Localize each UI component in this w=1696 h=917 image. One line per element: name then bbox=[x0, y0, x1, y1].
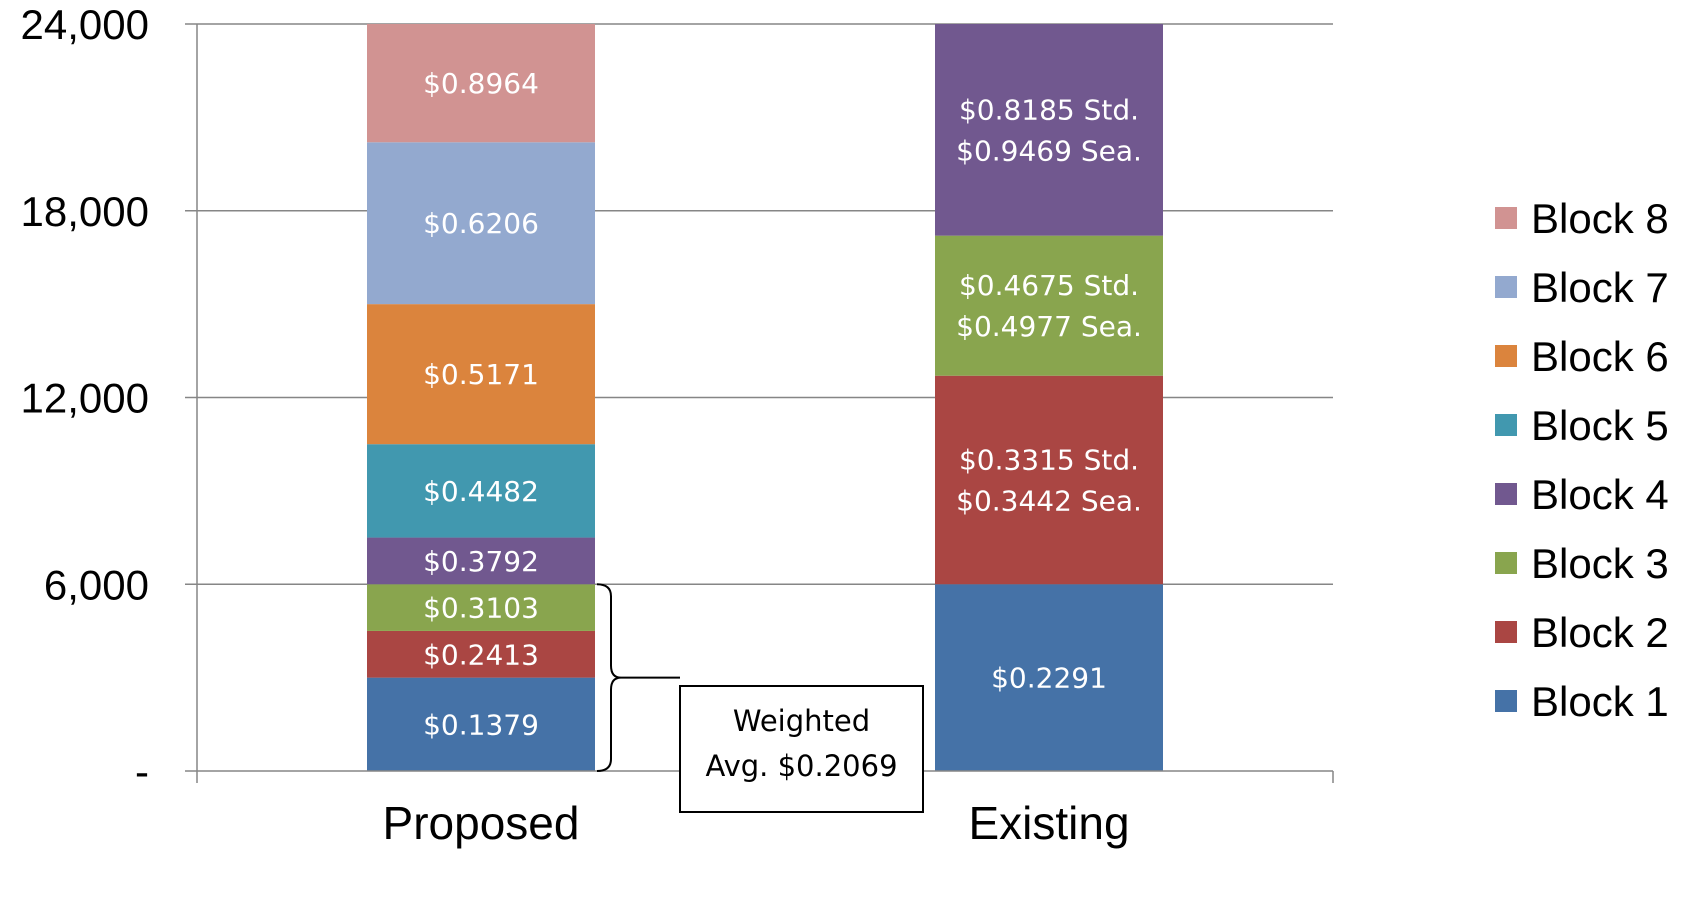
bar-proposed-block-7 bbox=[367, 142, 595, 305]
data-label: $0.1379 bbox=[423, 708, 539, 741]
legend-swatch-block-1 bbox=[1495, 690, 1517, 712]
data-label: $0.8185 Std. bbox=[959, 93, 1139, 126]
annotation-text: Avg. $0.2069 bbox=[705, 749, 897, 783]
legend-swatch-block-8 bbox=[1495, 207, 1517, 229]
bars: $0.1379 $0.2413 $0.3103 $0.3792 $0.4482 $0.51… bbox=[367, 24, 1163, 771]
callout-box bbox=[679, 685, 924, 813]
bar-proposed-block-5 bbox=[367, 444, 595, 538]
y-tick-label: 18,000 bbox=[21, 188, 149, 235]
legend-label-block-2: Block 2 bbox=[1531, 609, 1669, 656]
legend-swatch-block-3 bbox=[1495, 552, 1517, 574]
annotation-text: Weighted bbox=[733, 704, 870, 738]
bar-proposed-block-3 bbox=[367, 584, 595, 631]
y-tick-label: 12,000 bbox=[21, 375, 149, 422]
bar-proposed-block-8 bbox=[367, 24, 595, 143]
data-label: $0.2413 bbox=[423, 638, 539, 671]
data-label: $0.3103 bbox=[423, 592, 539, 625]
bar-proposed-block-2 bbox=[367, 630, 595, 678]
legend-label-block-1: Block 1 bbox=[1531, 678, 1669, 725]
weighted-average-annotation: Weighted Avg. $0.2069 bbox=[596, 583, 924, 813]
legend-label-block-5: Block 5 bbox=[1531, 402, 1669, 449]
bar-proposed-block-4 bbox=[367, 537, 595, 585]
data-label: $0.6206 bbox=[423, 207, 539, 240]
brace-shape bbox=[596, 583, 622, 772]
data-label: $0.2291 bbox=[991, 662, 1107, 695]
legend: Block 8 Block 7 Block 6 Block 5 Block 4 Block… bbox=[1495, 195, 1669, 725]
legend-label-block-3: Block 3 bbox=[1531, 540, 1669, 587]
legend-swatch-block-6 bbox=[1495, 345, 1517, 367]
legend-label-block-7: Block 7 bbox=[1531, 264, 1669, 311]
axes: - 6,000 12,000 18,000 24,000 Proposed Existing bbox=[21, 1, 1334, 849]
bar-existing-block-2 bbox=[935, 375, 1163, 585]
data-label: $0.3442 Sea. bbox=[956, 484, 1142, 517]
x-tick-label-existing: Existing bbox=[968, 797, 1129, 849]
bar-existing-block-1 bbox=[935, 584, 1163, 771]
data-label: $0.3315 Std. bbox=[959, 443, 1139, 476]
bar-proposed-block-1 bbox=[367, 677, 595, 771]
data-label: $0.4482 bbox=[423, 475, 539, 508]
data-label: $0.3792 bbox=[423, 545, 539, 578]
legend-label-block-4: Block 4 bbox=[1531, 471, 1669, 518]
data-label: $0.4977 Sea. bbox=[956, 310, 1142, 343]
bar-existing-block-4 bbox=[935, 24, 1163, 236]
bar-existing-block-3 bbox=[935, 235, 1163, 376]
legend-swatch-block-2 bbox=[1495, 621, 1517, 643]
legend-swatch-block-4 bbox=[1495, 483, 1517, 505]
bar-proposed-block-6 bbox=[367, 304, 595, 445]
data-label: $0.9469 Sea. bbox=[956, 134, 1142, 167]
data-label: $0.4675 Std. bbox=[959, 269, 1139, 302]
legend-swatch-block-5 bbox=[1495, 414, 1517, 436]
y-tick-label: 24,000 bbox=[21, 1, 149, 48]
legend-label-block-8: Block 8 bbox=[1531, 195, 1669, 242]
legend-swatch-block-7 bbox=[1495, 276, 1517, 298]
x-tick-label-proposed: Proposed bbox=[383, 797, 580, 849]
y-tick-label: 6,000 bbox=[44, 561, 149, 608]
data-label: $0.8964 bbox=[423, 67, 539, 100]
data-label: $0.5171 bbox=[423, 358, 539, 391]
y-tick-label: - bbox=[135, 748, 149, 795]
legend-label-block-6: Block 6 bbox=[1531, 333, 1669, 380]
